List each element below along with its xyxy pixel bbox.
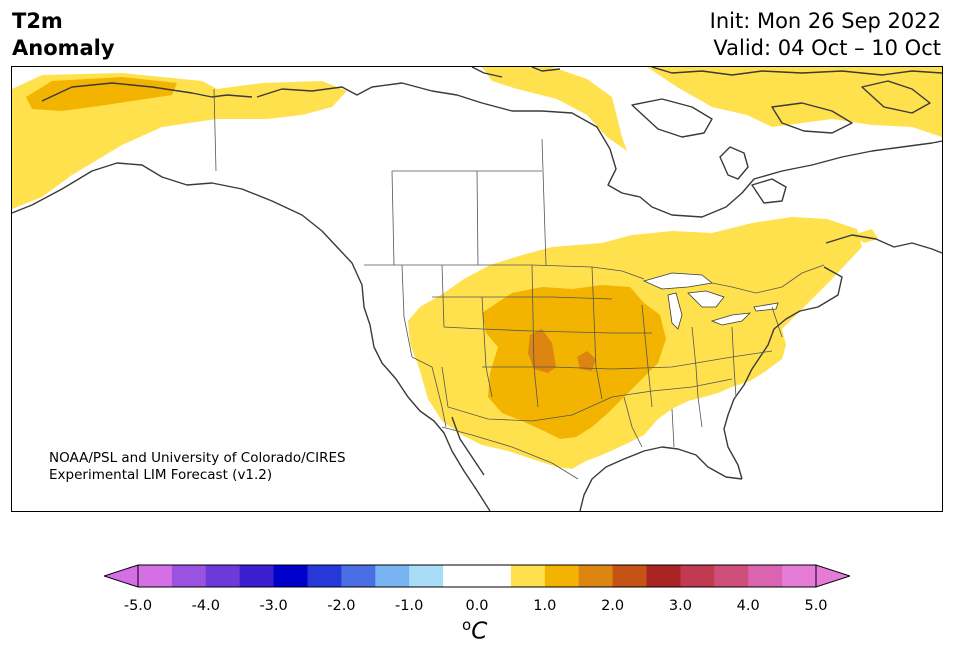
colorbar-tick-label: -4.0 xyxy=(191,598,220,614)
colorbar-tick-label: -2.0 xyxy=(327,598,356,614)
title-line-2: Anomaly xyxy=(12,36,115,60)
colorbar-segment xyxy=(646,565,681,587)
map-canvas xyxy=(12,67,942,511)
colorbar-segment xyxy=(578,565,614,587)
anomaly-level-1 xyxy=(12,67,942,469)
colorbar-unit: oC xyxy=(462,616,487,645)
colorbar-tick-label: -3.0 xyxy=(259,598,288,614)
init-date: Init: Mon 26 Sep 2022 xyxy=(709,9,941,33)
colorbar-segment xyxy=(782,565,817,587)
colorbar-tick-label: -1.0 xyxy=(395,598,424,614)
colorbar-segment xyxy=(477,565,512,587)
colorbar-segment xyxy=(748,565,783,587)
colorbar-segment xyxy=(341,565,376,587)
unit-letter: C xyxy=(471,618,488,645)
colorbar-tick-label: -5.0 xyxy=(123,598,153,614)
colorbar-segment xyxy=(612,565,647,587)
forecast-dates: Init: Mon 26 Sep 2022 Valid: 04 Oct – 10… xyxy=(710,8,941,62)
credit-line-1: NOAA/PSL and University of Colorado/CIRE… xyxy=(49,450,346,466)
colorbar-segment xyxy=(680,565,715,587)
colorbar-segment xyxy=(307,565,342,587)
colorbar-tick-label: 5.0 xyxy=(804,598,828,614)
colorbar-under-arrow xyxy=(104,564,139,588)
political-borders xyxy=(213,88,825,480)
colorbar-segment xyxy=(443,565,478,587)
colorbar-segment xyxy=(171,565,207,587)
colorbar-tick-label: 4.0 xyxy=(736,598,760,614)
colorbar-segment xyxy=(510,565,546,587)
colorbar-outline xyxy=(137,564,817,588)
unit-degree: o xyxy=(462,616,472,634)
colorbar-over-arrow xyxy=(815,564,850,588)
colorbar-segment xyxy=(239,565,275,587)
colorbar-segment xyxy=(205,565,241,587)
colorbar-tick-label: 3.0 xyxy=(668,598,692,614)
colorbar-segment xyxy=(375,565,410,587)
colorbar-segment xyxy=(138,565,173,587)
colorbar-segment xyxy=(714,565,749,587)
anomaly-map xyxy=(11,66,943,512)
valid-date: Valid: 04 Oct – 10 Oct xyxy=(713,36,941,60)
anomaly-level-3 xyxy=(528,329,596,373)
colorbar-tick-label: 1.0 xyxy=(533,598,557,614)
coastlines xyxy=(12,67,942,511)
colorbar-segment xyxy=(409,565,444,587)
colorbar xyxy=(104,564,850,588)
colorbar-segment xyxy=(544,565,580,587)
colorbar-segment xyxy=(273,565,308,587)
credit-text: NOAA/PSL and University of Colorado/CIRE… xyxy=(49,450,346,484)
map-title: T2m Anomaly xyxy=(12,8,115,62)
colorbar-segments xyxy=(138,565,817,587)
colorbar-tick-label: 2.0 xyxy=(601,598,625,614)
credit-line-2: Experimental LIM Forecast (v1.2) xyxy=(49,467,273,483)
title-line-1: T2m xyxy=(12,9,63,33)
great-lakes xyxy=(642,272,779,330)
colorbar-tick-label: 0.0 xyxy=(465,598,489,614)
